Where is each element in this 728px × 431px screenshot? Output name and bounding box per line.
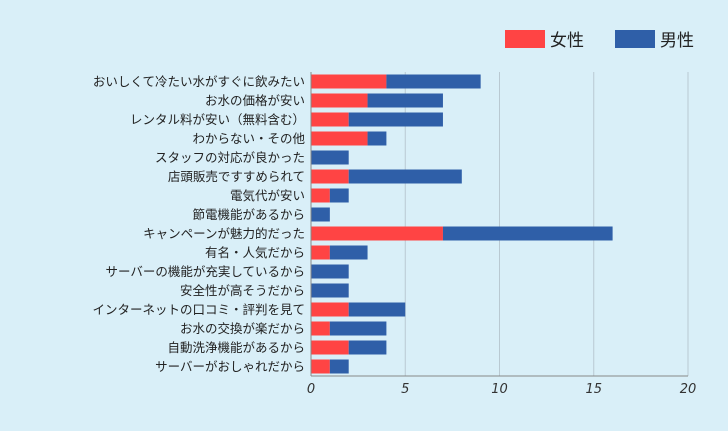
category-label: レンタル料が安い（無料含む） — [130, 112, 305, 127]
x-tick-label: 0 — [307, 382, 315, 397]
bar-male-8 — [442, 226, 613, 241]
bar-male-6 — [329, 188, 349, 203]
x-tick-labels: 0 5 10 15 20 — [307, 382, 696, 397]
bar-male-9 — [329, 245, 368, 260]
category-label: 節電機能があるから — [192, 207, 305, 222]
category-label: サーバーがおしゃれだから — [155, 359, 305, 374]
category-label: サーバーの機能が充実しているから — [105, 264, 305, 279]
legend: 女性 男性 — [505, 30, 694, 51]
category-label: インターネットの口コミ・評判を見て — [92, 302, 305, 317]
bar-male-11 — [311, 283, 349, 298]
category-label: お水の価格が安い — [205, 93, 305, 108]
bar-male-15 — [329, 359, 349, 374]
legend-label-female: 女性 — [550, 31, 584, 51]
legend-swatch-female — [505, 30, 545, 48]
bar-female-12 — [311, 302, 349, 317]
category-label: 安全性が高そうだから — [180, 283, 305, 298]
bar-male-0 — [386, 74, 481, 89]
category-label: 有名・人気だから — [205, 245, 305, 260]
bar-male-14 — [348, 340, 387, 355]
bar-female-5 — [311, 169, 349, 184]
bar-female-2 — [311, 112, 349, 127]
x-tick-label: 15 — [585, 382, 602, 397]
category-label: お水の交換が楽だから — [180, 321, 305, 336]
bar-female-14 — [311, 340, 349, 355]
bar-female-3 — [311, 131, 368, 146]
bar-female-6 — [311, 188, 330, 203]
category-label: 自動洗浄機能があるから — [167, 340, 305, 355]
x-tick-label: 20 — [680, 382, 697, 397]
bar-male-10 — [311, 264, 349, 279]
bar-female-9 — [311, 245, 330, 260]
bar-male-3 — [367, 131, 387, 146]
category-label: わからない・その他 — [192, 131, 305, 146]
bar-female-1 — [311, 93, 368, 108]
bar-female-13 — [311, 321, 330, 336]
category-label: キャンペーンが魅力的だった — [143, 226, 305, 241]
legend-swatch-male — [615, 30, 655, 48]
x-tick-label: 5 — [401, 382, 409, 397]
bar-female-8 — [311, 226, 443, 241]
category-label: 電気代が安い — [230, 188, 305, 203]
category-label: スタッフの対応が良かった — [155, 150, 305, 165]
x-tick-label: 10 — [491, 382, 508, 397]
bar-male-5 — [348, 169, 462, 184]
bar-female-15 — [311, 359, 330, 374]
category-label: おいしくて冷たい水がすぐに飲みたい — [93, 74, 305, 89]
bar-female-0 — [311, 74, 387, 89]
legend-label-male: 男性 — [660, 31, 694, 51]
bar-male-13 — [329, 321, 387, 336]
bar-male-2 — [348, 112, 443, 127]
category-label: 店頭販売ですすめられて — [168, 169, 305, 184]
bars — [311, 74, 613, 374]
bar-male-1 — [367, 93, 443, 108]
bar-male-7 — [311, 207, 330, 222]
gridlines — [404, 72, 689, 376]
bar-male-12 — [348, 302, 406, 317]
bar-male-4 — [311, 150, 349, 165]
